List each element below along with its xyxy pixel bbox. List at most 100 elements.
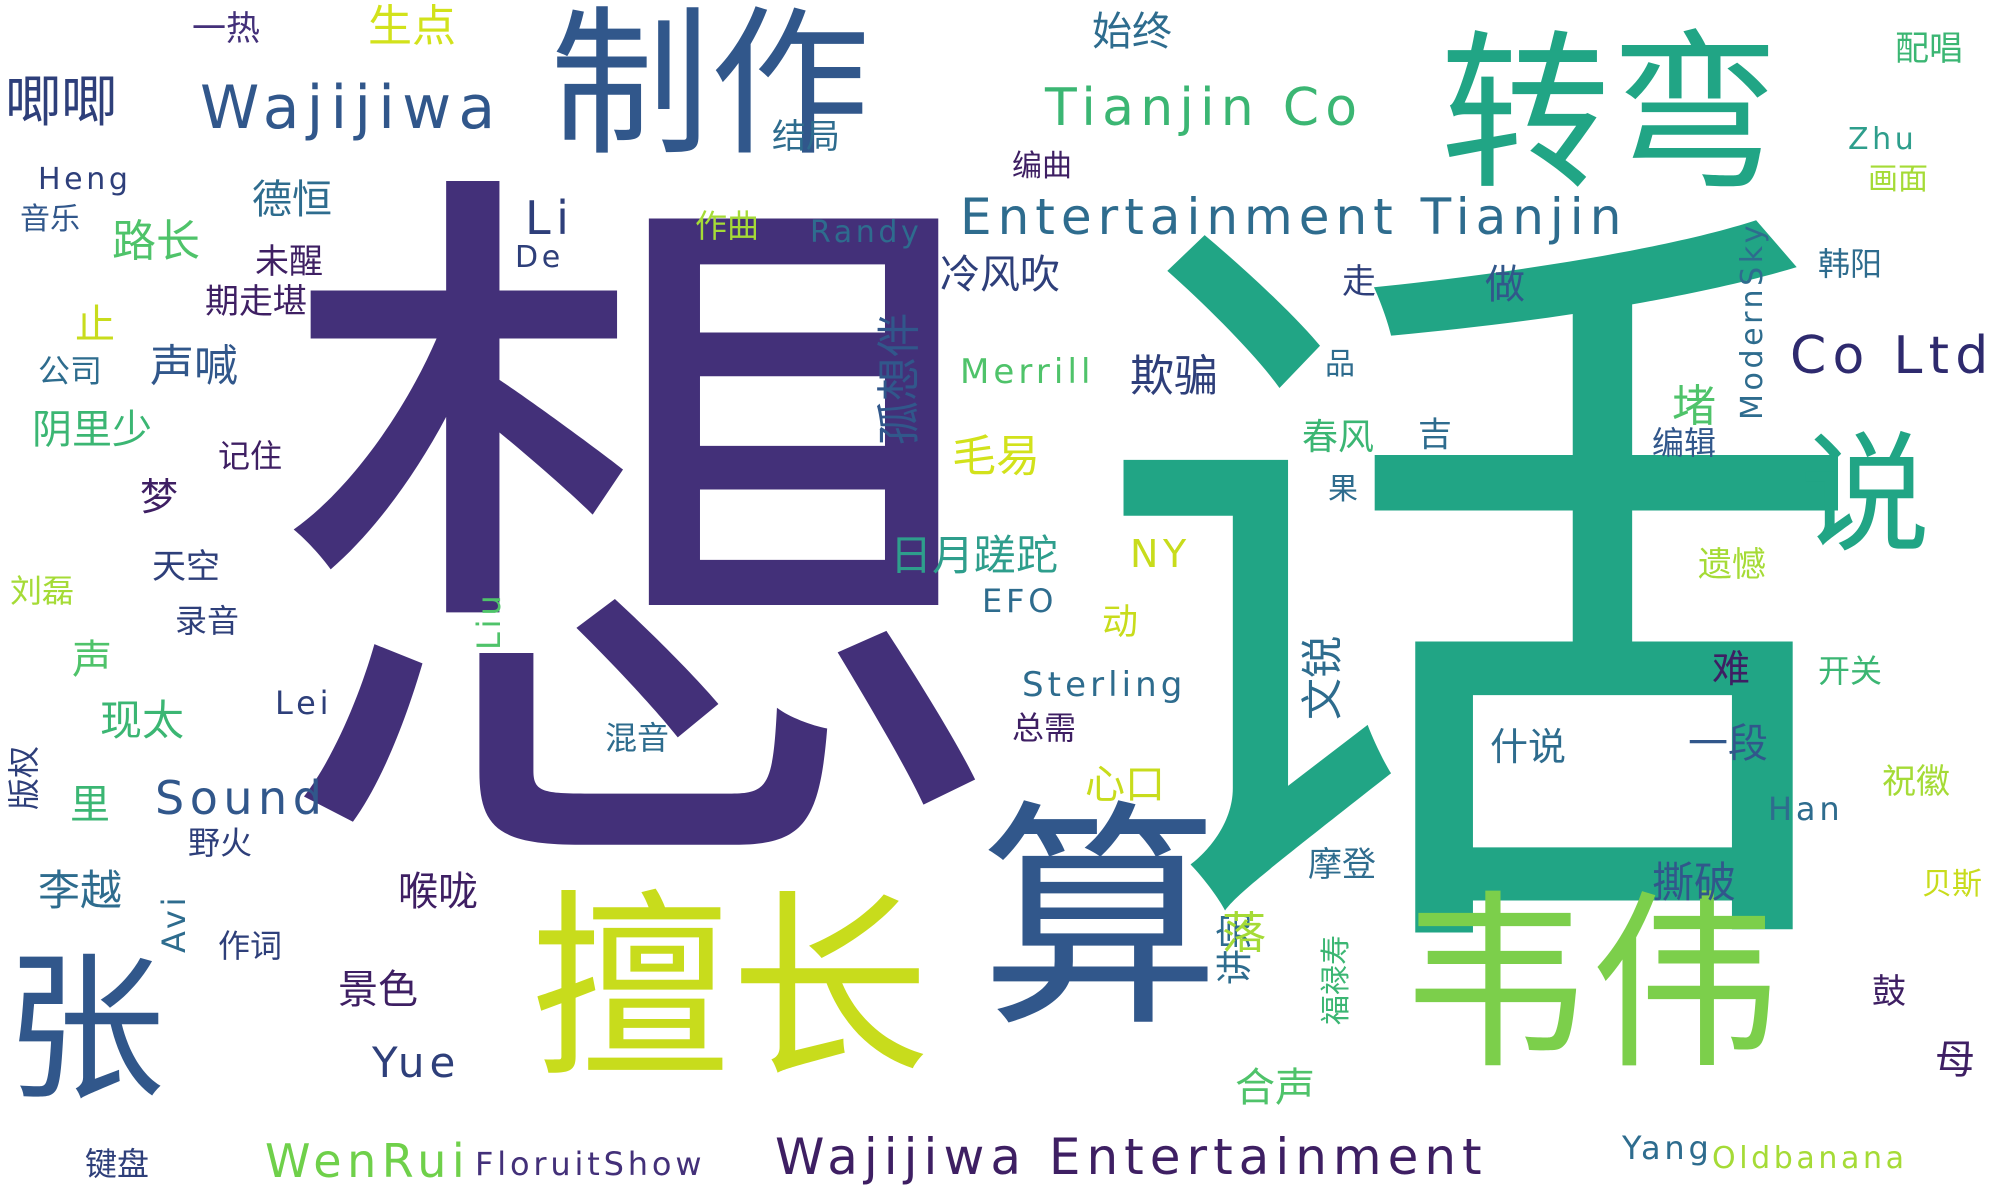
word-beisi: 贝斯 <box>1922 867 1982 902</box>
word-gu: 鼓 <box>1872 972 1906 1012</box>
word-zhi: 止 <box>75 302 115 348</box>
word-zou: 走 <box>1342 262 1376 302</box>
word-wenrui-cn: 文锐 <box>1298 635 1347 720</box>
word-jianpan: 键盘 <box>85 1145 150 1183</box>
word-jizhu: 记住 <box>218 437 283 475</box>
word-zhuanwan: 转弯 <box>1440 16 1781 214</box>
word-qipian: 欺骗 <box>1130 351 1218 402</box>
word-gongsi: 公司 <box>38 352 103 390</box>
word-hua: 话 <box>1090 146 1870 1054</box>
word-shengdian: 生点 <box>368 1 456 52</box>
word-hesheng: 合声 <box>1235 1065 1315 1111</box>
word-guxiangban: 孤想伴 <box>874 313 925 445</box>
word-zhizuo: 制作 <box>550 0 871 178</box>
word-yiduan: 一段 <box>1688 721 1768 767</box>
word-yinlishao: 阴里少 <box>32 407 152 453</box>
word-sheng: 声 <box>72 637 112 683</box>
word-jieju: 结局 <box>772 117 840 157</box>
word-bianji: 编辑 <box>1652 424 1717 462</box>
word-qizoukan: 期走堪 <box>205 282 307 322</box>
word-sipo: 撕破 <box>1652 858 1737 907</box>
word-houlong: 喉咙 <box>398 869 478 915</box>
word-sound: Sound <box>155 771 328 825</box>
word-zongxu: 总需 <box>1012 709 1077 747</box>
word-xiantai: 现太 <box>100 696 185 745</box>
word-lengfengchui: 冷风吹 <box>940 252 1060 298</box>
word-zuoci: 作词 <box>218 927 283 965</box>
word-modernsky: ModernSky <box>1735 221 1770 420</box>
word-ny: NY <box>1130 532 1191 576</box>
word-huamian: 画面 <box>1868 162 1928 197</box>
word-deheng: 德恒 <box>252 177 332 223</box>
word-zuo: 做 <box>1485 262 1525 308</box>
word-sterling: Sterling <box>1022 665 1187 705</box>
word-de: De <box>515 240 564 275</box>
word-shenshuo: 什说 <box>1490 725 1567 769</box>
word-guo: 果 <box>1328 472 1358 507</box>
word-suan: 算 <box>980 780 1221 1060</box>
word-tianjin-co: Tianjin Co <box>1045 78 1364 138</box>
word-luchang: 路长 <box>112 216 200 267</box>
word-li: Li <box>525 191 575 245</box>
word-shizhong: 始终 <box>1092 9 1172 55</box>
word-liulei: 刘磊 <box>10 572 75 610</box>
word-shuo: 说 <box>1800 419 1931 571</box>
word-meng: 梦 <box>140 475 179 519</box>
word-nan: 难 <box>1712 647 1751 691</box>
word-yihan: 遗憾 <box>1698 545 1766 585</box>
word-modeng: 摩登 <box>1308 845 1376 885</box>
word-banquan: 版权 <box>5 745 43 810</box>
word-fulushou: 福禄寿 <box>1319 935 1354 1025</box>
word-yue: Yue <box>372 1038 461 1087</box>
word-wajijiwa: Wajijiwa <box>200 73 503 143</box>
word-floruitshow: FloruitShow <box>475 1145 706 1183</box>
word-shanchang: 擅长 <box>530 873 931 1106</box>
word-yehuo: 野火 <box>188 824 253 862</box>
word-liu: Liu <box>470 591 508 650</box>
word-hunyin: 混音 <box>605 719 670 757</box>
word-maoyi: 毛易 <box>952 431 1040 482</box>
word-wenrui: WenRui <box>265 1134 471 1188</box>
word-riyuecuotuo: 日月蹉跎 <box>890 531 1059 580</box>
word-yang: Yang <box>1622 1129 1713 1167</box>
word-avi: Avi <box>155 893 193 953</box>
word-entertainment-tianjin: Entertainment Tianjin <box>960 188 1628 246</box>
word-li-cn: 里 <box>70 782 110 828</box>
word-zhu: Zhu <box>1848 122 1918 157</box>
word-liyue: 李越 <box>38 866 123 915</box>
word-yire: 一热 <box>192 9 260 49</box>
word-dong: 动 <box>1102 602 1139 643</box>
word-han: Han <box>1768 790 1844 828</box>
word-zuoqu: 作曲 <box>695 207 760 245</box>
word-yinyue: 音乐 <box>20 202 80 237</box>
word-weixing: 未醒 <box>255 242 323 282</box>
word-kaiguan: 开关 <box>1818 652 1883 690</box>
word-oldbanana: Oldbanana <box>1712 1141 1908 1176</box>
word-chunfeng: 春风 <box>1302 417 1375 458</box>
word-efo: EFO <box>982 582 1058 620</box>
word-luo: 落 <box>1222 908 1266 959</box>
word-jiji: 唧唧 <box>5 70 117 135</box>
word-randy: Randy <box>810 215 923 250</box>
word-wajijiwa-entertainment: Wajijiwa Entertainment <box>775 1128 1488 1186</box>
word-mu: 母 <box>1935 1037 1975 1083</box>
word-xiang: 想 <box>270 114 1010 976</box>
word-merrill: Merrill <box>960 352 1095 392</box>
word-tiankong: 天空 <box>152 547 220 587</box>
word-weiwei: 韦伟 <box>1400 874 1781 1095</box>
word-pin: 品 <box>1325 347 1355 382</box>
word-zhang: 张 <box>5 936 166 1123</box>
word-shenghan: 声喊 <box>150 341 238 392</box>
word-heng: Heng <box>38 162 132 197</box>
word-ji: 吉 <box>1418 415 1452 455</box>
word-luyin: 录音 <box>175 602 240 640</box>
word-zhuhui: 祝徽 <box>1882 762 1950 802</box>
word-hanyang: 韩阳 <box>1818 245 1883 283</box>
word-peichang: 配唱 <box>1895 29 1963 69</box>
word-co-ltd: Co Ltd <box>1790 326 1995 386</box>
word-xinkou: 心口 <box>1085 762 1165 808</box>
word-du: 堵 <box>1672 381 1716 432</box>
word-lei: Lei <box>275 684 333 722</box>
word-jingse: 景色 <box>338 967 418 1013</box>
